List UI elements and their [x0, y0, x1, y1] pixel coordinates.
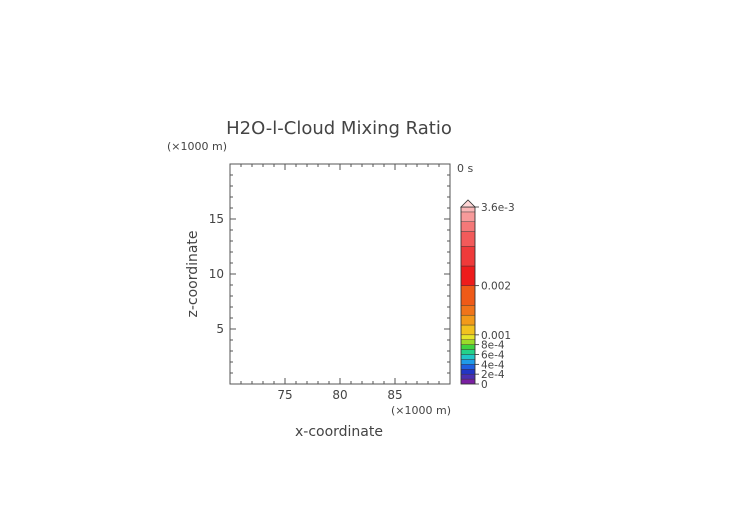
colorbar-band — [460, 339, 476, 345]
colorbar-label: 0 — [481, 379, 488, 391]
y-tick-label: 5 — [216, 322, 224, 336]
colorbar-band — [460, 231, 476, 247]
colorbar-band — [460, 334, 476, 340]
colorbar-label: 8e-4 — [481, 340, 505, 352]
colorbar-band — [460, 344, 476, 350]
plot-area — [229, 163, 451, 385]
colorbar-label: 6e-4 — [481, 350, 505, 362]
colorbar-band — [460, 324, 476, 336]
colorbar-label: 4e-4 — [481, 359, 505, 371]
time-label: 0 s — [457, 162, 473, 175]
colorbar-label: 0.001 — [481, 330, 511, 342]
colorbar-band — [460, 378, 476, 385]
colorbar-label: 0.002 — [481, 281, 511, 293]
colorbar-band — [460, 373, 476, 380]
y-tick-label: 10 — [209, 267, 224, 281]
x-unit-label: (×1000 m) — [391, 404, 451, 417]
x-axis-ticks: 75 80 85 — [229, 164, 451, 402]
x-tick-label: 85 — [387, 388, 402, 402]
x-tick-label: 75 — [277, 388, 292, 402]
colorbar-band — [460, 364, 476, 370]
colorbar-band — [460, 265, 476, 286]
colorbar-band — [460, 305, 476, 316]
colorbar-label: 2e-4 — [481, 369, 505, 381]
x-axis-label: x-coordinate — [295, 424, 383, 440]
colorbar-band — [460, 314, 476, 326]
x-tick-label: 80 — [332, 388, 347, 402]
colorbar-band — [460, 206, 476, 213]
colorbar-band — [460, 285, 476, 306]
colorbar-label: 3.6e-3 — [481, 202, 515, 214]
y-unit-label: (×1000 m) — [167, 140, 227, 153]
colorbar-band — [460, 246, 476, 267]
colorbar-band — [460, 349, 476, 355]
y-tick-label: 15 — [209, 212, 224, 226]
colorbar-band — [460, 359, 476, 365]
colorbar-band — [460, 354, 476, 360]
colorbar-band — [460, 369, 476, 375]
y-axis-label: z-coordinate — [185, 230, 201, 317]
colorbar-extend-arrow — [460, 199, 476, 208]
colorbar-band — [460, 221, 476, 232]
y-axis-ticks: 5 10 15 — [209, 163, 450, 385]
chart-title: H2O-l-Cloud Mixing Ratio — [226, 118, 452, 139]
colorbar-band — [460, 211, 476, 222]
